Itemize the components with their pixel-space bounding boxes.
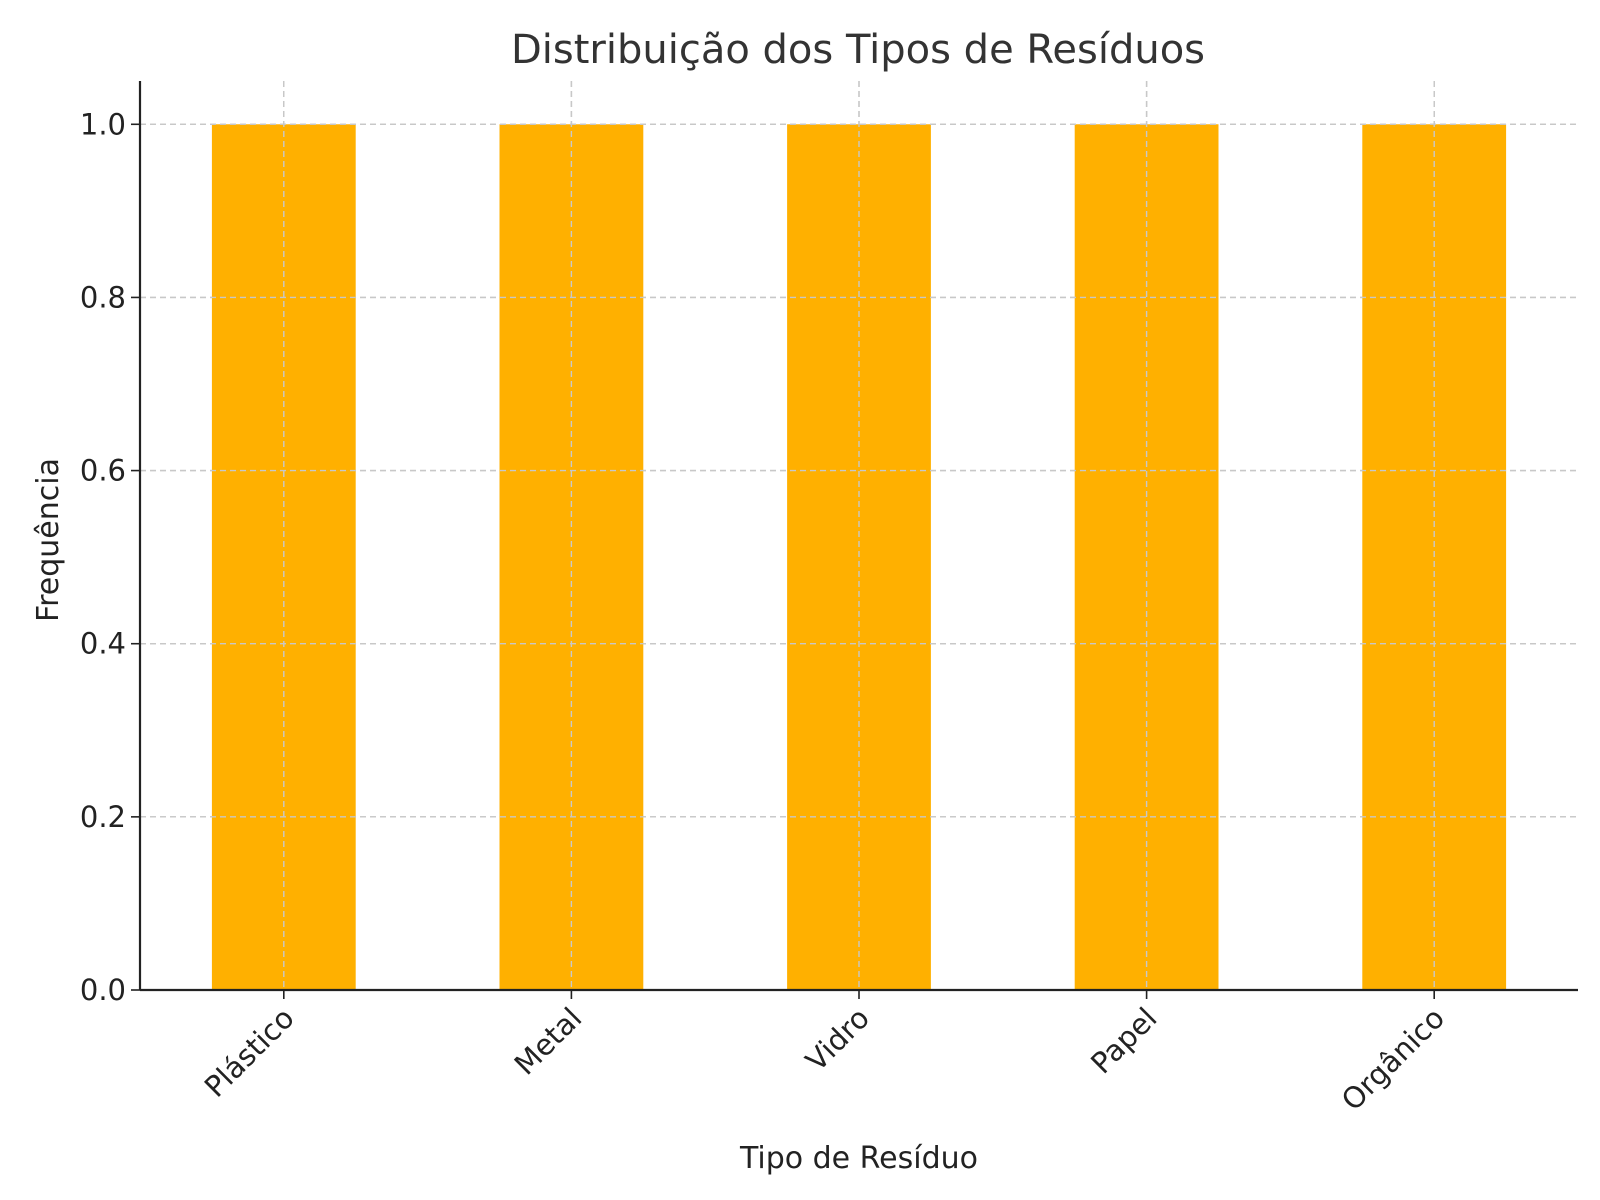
x-ticks: Plástico Metal Vidro Papel Orgânico: [198, 990, 1451, 1117]
y-tick-label: 1.0: [80, 107, 126, 141]
x-tick-label: Orgânico: [1335, 1001, 1451, 1117]
y-tick-label: 0.4: [80, 627, 126, 661]
y-tick-label: 0.6: [80, 454, 126, 488]
y-tick-label: 0.0: [80, 973, 126, 1007]
x-axis-label: Tipo de Resíduo: [739, 1141, 978, 1176]
chart-title: Distribuição dos Tipos de Resíduos: [511, 27, 1205, 73]
y-ticks: 0.0 0.2 0.4 0.6 0.8 1.0: [80, 107, 140, 1007]
y-tick-label: 0.8: [80, 280, 126, 314]
y-axis-label: Frequência: [31, 458, 66, 622]
grid-overlay: [140, 81, 1578, 991]
y-tick-label: 0.2: [80, 800, 126, 834]
x-tick-label: Papel: [1084, 1001, 1163, 1080]
x-tick-label: Plástico: [198, 1001, 301, 1104]
x-tick-label: Vidro: [799, 1001, 876, 1078]
x-tick-label: Metal: [508, 1001, 589, 1082]
